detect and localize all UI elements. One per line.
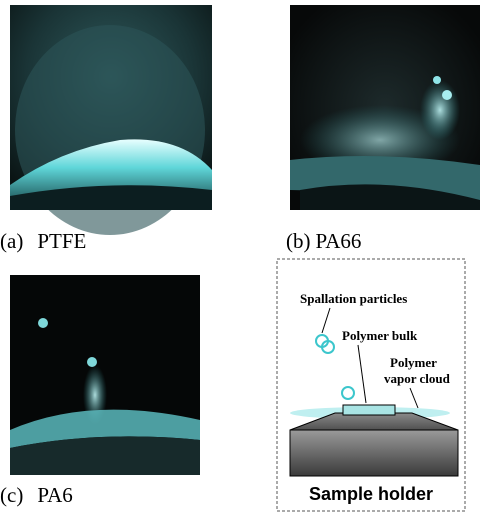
- text: (b): [286, 229, 311, 253]
- caption-c: (c) PA6: [0, 483, 73, 507]
- text: PTFE: [37, 229, 86, 253]
- text: (a): [0, 229, 23, 253]
- photo-c: [10, 275, 200, 475]
- label-holder: Sample holder: [309, 484, 433, 504]
- text: PA66: [316, 229, 362, 253]
- text: (c): [0, 483, 23, 507]
- caption-b: (b)PA66: [286, 229, 361, 253]
- caption-a: (a) PTFE: [0, 229, 86, 253]
- label-bulk: Polymer bulk: [342, 328, 418, 343]
- figure: (a) PTFE (b)PA66 (c) PA6 Spallation partic…: [0, 0, 492, 515]
- diagram: Spallation particles Polymer bulk Polyme…: [277, 259, 465, 511]
- label-vapor-1: Polymer: [390, 355, 437, 370]
- label-vapor-2: vapor cloud: [384, 371, 451, 386]
- photo-b: [290, 5, 480, 210]
- label-spallation: Spallation particles: [300, 291, 407, 306]
- page: (a) PTFE (b)PA66 (c) PA6 Spallation partic…: [0, 0, 492, 515]
- photo-a: [10, 5, 212, 235]
- text: PA6: [37, 483, 72, 507]
